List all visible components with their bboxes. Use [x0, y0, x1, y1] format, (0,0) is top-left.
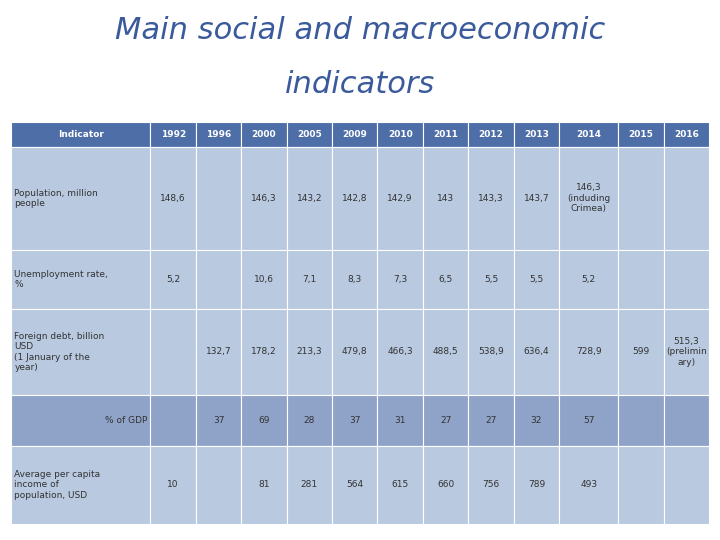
- Text: 2013: 2013: [524, 130, 549, 139]
- Text: 143,3: 143,3: [478, 194, 504, 203]
- Text: Main social and macroeconomic: Main social and macroeconomic: [115, 16, 605, 45]
- Text: 2012: 2012: [479, 130, 503, 139]
- Text: 564: 564: [346, 480, 364, 489]
- Text: Population, million
people: Population, million people: [14, 188, 98, 208]
- Text: 57: 57: [583, 416, 595, 425]
- Text: 615: 615: [392, 480, 409, 489]
- Text: 660: 660: [437, 480, 454, 489]
- Text: 143: 143: [437, 194, 454, 203]
- Text: 7,1: 7,1: [302, 275, 317, 284]
- Text: 636,4: 636,4: [523, 347, 549, 356]
- Text: 479,8: 479,8: [342, 347, 368, 356]
- Text: 5,2: 5,2: [166, 275, 180, 284]
- Text: 27: 27: [485, 416, 497, 425]
- Text: 142,9: 142,9: [387, 194, 413, 203]
- Text: 32: 32: [531, 416, 542, 425]
- Text: 599: 599: [632, 347, 649, 356]
- Text: 37: 37: [213, 416, 225, 425]
- Text: 538,9: 538,9: [478, 347, 504, 356]
- Text: 37: 37: [349, 416, 361, 425]
- Text: 466,3: 466,3: [387, 347, 413, 356]
- Text: Unemployment rate,
%: Unemployment rate, %: [14, 269, 108, 289]
- Text: 515,3
(prelimin
ary): 515,3 (prelimin ary): [666, 337, 707, 367]
- Text: 2015: 2015: [629, 130, 654, 139]
- Text: 148,6: 148,6: [161, 194, 186, 203]
- Text: 7,3: 7,3: [393, 275, 408, 284]
- Text: 69: 69: [258, 416, 270, 425]
- Text: 493: 493: [580, 480, 598, 489]
- Text: 2009: 2009: [342, 130, 367, 139]
- Text: 146,3
(induding
Crimea): 146,3 (induding Crimea): [567, 184, 611, 213]
- Text: 132,7: 132,7: [206, 347, 231, 356]
- Text: 1996: 1996: [206, 130, 231, 139]
- Text: 178,2: 178,2: [251, 347, 276, 356]
- Text: 146,3: 146,3: [251, 194, 276, 203]
- Text: Average per capita
income of
population, USD: Average per capita income of population,…: [14, 470, 101, 500]
- Text: 5,2: 5,2: [582, 275, 595, 284]
- Text: Indicator: Indicator: [58, 130, 104, 139]
- Text: 5,5: 5,5: [484, 275, 498, 284]
- Text: 728,9: 728,9: [576, 347, 601, 356]
- Text: 2016: 2016: [674, 130, 699, 139]
- Text: Foreign debt, billion
USD
(1 January of the
year): Foreign debt, billion USD (1 January of …: [14, 332, 104, 372]
- Text: 789: 789: [528, 480, 545, 489]
- Text: 81: 81: [258, 480, 270, 489]
- Text: 2011: 2011: [433, 130, 458, 139]
- Text: 143,2: 143,2: [297, 194, 322, 203]
- Text: 2005: 2005: [297, 130, 322, 139]
- Text: 2010: 2010: [388, 130, 413, 139]
- Text: 8,3: 8,3: [348, 275, 362, 284]
- Text: 5,5: 5,5: [529, 275, 544, 284]
- Text: 10,6: 10,6: [254, 275, 274, 284]
- Text: 1992: 1992: [161, 130, 186, 139]
- Text: indicators: indicators: [285, 70, 435, 99]
- Text: 143,7: 143,7: [523, 194, 549, 203]
- Text: 10: 10: [168, 480, 179, 489]
- Text: 31: 31: [395, 416, 406, 425]
- Text: 27: 27: [440, 416, 451, 425]
- Text: 142,8: 142,8: [342, 194, 367, 203]
- Text: 28: 28: [304, 416, 315, 425]
- Text: % of GDP: % of GDP: [104, 416, 147, 425]
- Text: 281: 281: [301, 480, 318, 489]
- Text: 2000: 2000: [252, 130, 276, 139]
- Text: 213,3: 213,3: [297, 347, 322, 356]
- Text: 488,5: 488,5: [433, 347, 459, 356]
- Text: 2014: 2014: [576, 130, 601, 139]
- Text: 756: 756: [482, 480, 500, 489]
- Text: 6,5: 6,5: [438, 275, 453, 284]
